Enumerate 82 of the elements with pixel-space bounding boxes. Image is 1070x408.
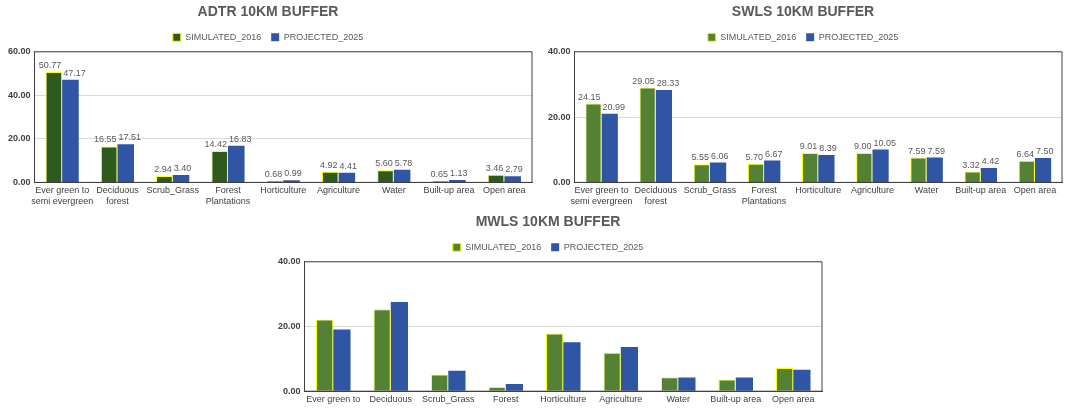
x-tick-label: Built-up area: [423, 185, 475, 196]
data-label: 4.41: [339, 160, 358, 171]
x-tick-label: Scrub_Grass: [422, 394, 476, 405]
data-label: 0.99: [284, 168, 302, 179]
x-tick-label: Horticulture: [540, 394, 587, 405]
data-label: 20.99: [602, 101, 626, 112]
x-tick-label: Open area: [1013, 185, 1057, 196]
legend-label: SIMULATED_2016: [720, 31, 797, 42]
data-label: 1.13: [450, 167, 468, 178]
data-label: 2.94: [154, 163, 172, 174]
x-tick-label: Open area: [483, 185, 526, 196]
x-tick-label: Built-up area: [955, 185, 1007, 196]
data-label: 16.83: [228, 133, 252, 144]
legend-label: SIMULATED_2016: [465, 241, 542, 252]
chart-title: MWLS 10KM BUFFER: [475, 213, 621, 230]
y-tick-label: 0.00: [282, 385, 301, 396]
data-label: 3.46: [485, 162, 504, 173]
data-label: 2.79: [505, 164, 523, 175]
x-tick-label: Forest Plantations: [205, 185, 251, 207]
data-label: 5.55: [691, 152, 709, 163]
x-tick-label: Agriculture: [599, 394, 643, 405]
y-tick-label: 0.00: [552, 176, 571, 187]
x-tick-label: Water: [666, 394, 691, 405]
x-tick-label: Deciduous forest: [96, 185, 140, 207]
x-tick-label: Deciduous: [369, 394, 413, 405]
data-label: 24.15: [578, 91, 601, 102]
x-tick-label: Open area: [771, 394, 815, 405]
x-tick-label: Water: [381, 185, 406, 196]
y-tick-label: 20.00: [547, 111, 571, 122]
data-label: 17.51: [118, 132, 141, 143]
x-tick-label: Ever green to semi evergreen: [570, 185, 633, 207]
y-tick-label: 60.00: [7, 46, 31, 57]
data-label: 4.42: [981, 155, 1000, 166]
data-label: 7.50: [1035, 145, 1054, 156]
data-label: 6.67: [765, 148, 783, 159]
data-label: 9.01: [799, 140, 818, 151]
data-label: 14.42: [204, 139, 227, 149]
data-label: 10.05: [873, 137, 896, 148]
x-tick-label: Ever green to: [306, 394, 361, 405]
y-tick-label: 40.00: [277, 256, 301, 267]
x-tick-label: Built-up area: [710, 394, 762, 405]
x-tick-label: Forest Plantations: [741, 185, 787, 207]
chart-title: ADTR 10KM BUFFER: [197, 3, 339, 20]
data-label: 6.06: [710, 150, 729, 161]
data-label: 3.40: [173, 162, 192, 173]
y-tick-label: 40.00: [7, 89, 31, 100]
data-label: 50.77: [38, 59, 62, 70]
chart-title: SWLS 10KM BUFFER: [731, 3, 875, 20]
data-label: 4.92: [320, 159, 338, 170]
data-label: 5.70: [745, 151, 764, 162]
data-label: 16.55: [93, 134, 117, 145]
x-tick-label: Deciduous forest: [634, 185, 678, 207]
x-tick-label: Agriculture: [850, 185, 894, 196]
data-label: 3.32: [962, 159, 980, 170]
data-label: 47.17: [63, 67, 86, 78]
data-label: 5.78: [394, 157, 413, 168]
data-label: 9.00: [853, 141, 872, 151]
x-tick-label: Horticulture: [795, 185, 842, 196]
y-tick-label: 20.00: [277, 320, 301, 331]
legend-label: SIMULATED_2016: [185, 31, 262, 42]
y-tick-label: 20.00: [7, 133, 31, 144]
y-tick-label: 40.00: [547, 46, 571, 57]
y-tick-label: 0.00: [12, 176, 31, 187]
data-label: 29.05: [632, 75, 655, 86]
x-tick-label: Scrub_Grass: [683, 185, 737, 196]
data-label: 8.39: [819, 142, 837, 153]
data-label: 7.59: [927, 145, 946, 156]
legend-label: PROJECTED_2025: [818, 31, 899, 42]
data-label: 0.68: [264, 168, 283, 179]
x-tick-label: Water: [914, 185, 939, 196]
data-label: 7.59: [908, 145, 926, 156]
x-tick-label: Forest: [493, 394, 520, 405]
data-label: 28.33: [656, 77, 680, 88]
x-tick-label: Agriculture: [317, 185, 361, 196]
legend-label: PROJECTED_2025: [283, 31, 364, 42]
x-tick-label: Ever green to semi evergreen: [31, 185, 94, 207]
x-tick-label: Scrub_Grass: [146, 185, 200, 196]
legend-label: PROJECTED_2025: [563, 241, 644, 252]
data-label: 6.64: [1016, 148, 1034, 159]
data-label: 5.60: [375, 158, 393, 169]
x-tick-label: Horticulture: [260, 185, 307, 196]
data-label: 0.65: [430, 168, 449, 179]
